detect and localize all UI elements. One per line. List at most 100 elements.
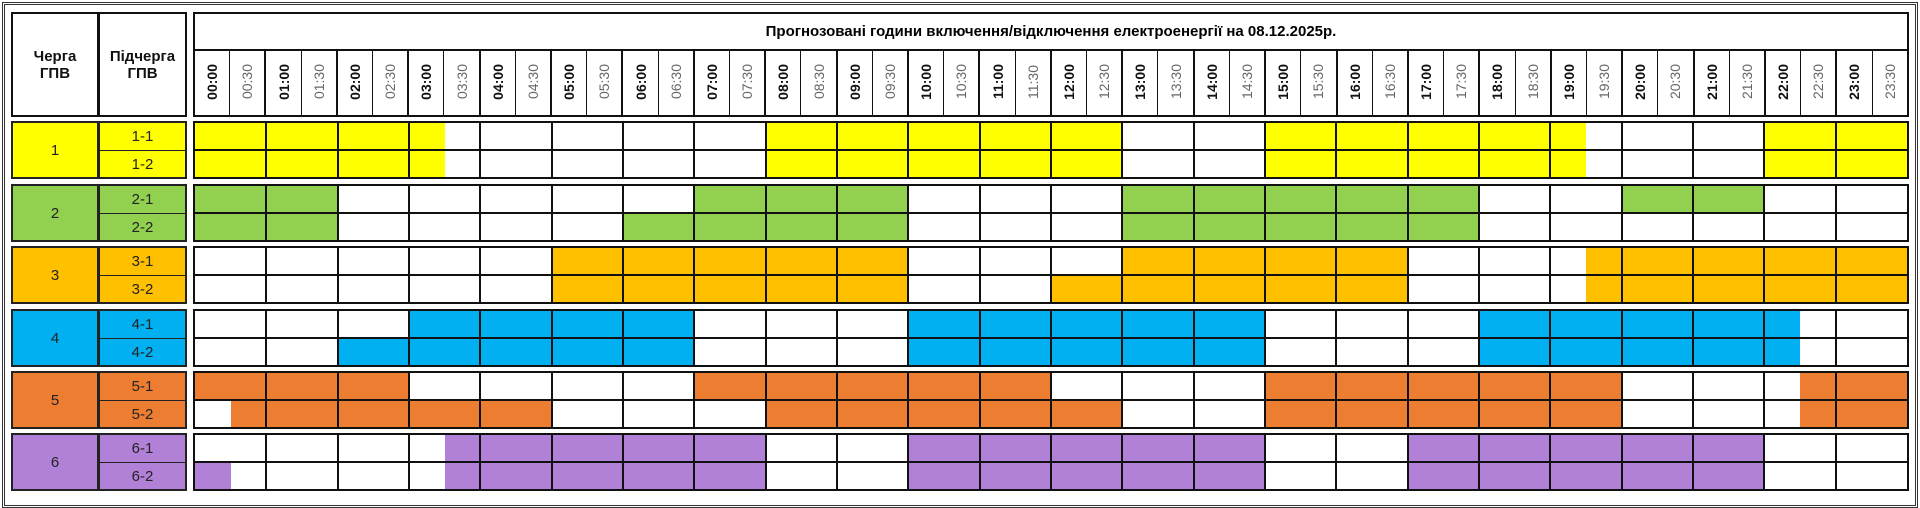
highlighted-interval — [908, 311, 1265, 338]
time-label-cell: 19:00 — [1549, 49, 1586, 115]
hour-cell-divider — [1121, 311, 1124, 338]
highlighted-interval — [1586, 275, 1907, 302]
hour-cell-divider — [1549, 462, 1552, 489]
time-label: 21:00 — [1703, 64, 1720, 100]
hour-cell-divider — [1549, 338, 1552, 365]
subqueue-label-1-2: 1-2 — [98, 150, 187, 179]
queue-label-6: 6 — [11, 433, 99, 491]
hour-cell-divider — [622, 186, 624, 213]
hour-cell-divider — [1549, 123, 1552, 150]
hour-cell-divider — [1121, 400, 1124, 427]
hour-cell-divider — [978, 123, 981, 150]
hour-cell-divider — [1192, 400, 1195, 427]
hour-cell-divider — [1549, 275, 1552, 302]
hour-cell-divider — [1264, 248, 1266, 275]
time-label-cell: 01:30 — [300, 49, 336, 115]
time-label: 22:00 — [1775, 64, 1792, 100]
hour-cell-divider — [1121, 275, 1124, 302]
time-label: 09:30 — [881, 64, 898, 100]
hour-cell-divider — [978, 275, 981, 302]
subqueue-label-2-2: 2-2 — [98, 213, 187, 242]
time-label: 18:30 — [1524, 64, 1541, 100]
highlighted-interval — [908, 435, 1265, 462]
schedule-title: Прогнозовані години включення/відключенн… — [195, 14, 1907, 51]
time-label-cell: 07:30 — [729, 49, 764, 115]
hour-cell-divider — [907, 311, 910, 338]
hour-cell-divider — [764, 400, 767, 427]
time-label: 14:30 — [1238, 64, 1255, 100]
hour-cell-divider — [1620, 123, 1623, 150]
hour-cell-divider — [1834, 213, 1837, 240]
hour-cell-divider — [1050, 275, 1052, 302]
time-label: 14:00 — [1203, 64, 1220, 100]
hour-cell-divider — [978, 400, 981, 427]
hour-cell-divider — [622, 213, 624, 240]
time-label: 03:00 — [418, 64, 435, 100]
hour-cell-divider — [1406, 400, 1409, 427]
hour-cell-divider — [1264, 400, 1266, 427]
hour-cell-divider — [693, 435, 696, 462]
time-label: 12:30 — [1096, 64, 1113, 100]
hour-cell-divider — [1549, 311, 1552, 338]
highlighted-interval — [1265, 123, 1586, 150]
hour-cell-divider — [1192, 435, 1195, 462]
hour-cell-divider — [907, 213, 910, 240]
hour-cell-divider — [622, 462, 624, 489]
hour-cell-divider — [836, 435, 838, 462]
hour-cell-divider — [836, 150, 838, 177]
hour-cell-divider — [836, 123, 838, 150]
hour-cell-divider — [1406, 462, 1409, 489]
hour-cell-divider — [1192, 123, 1195, 150]
highlighted-interval — [908, 338, 1265, 365]
hour-cell-divider — [1192, 373, 1195, 400]
highlighted-interval — [444, 462, 766, 489]
hour-cell-divider — [1406, 275, 1409, 302]
time-label: 04:00 — [489, 64, 506, 100]
hour-cell-divider — [693, 462, 696, 489]
subrow-divider — [195, 274, 1907, 276]
hour-cell-divider — [1478, 186, 1480, 213]
hour-cell-divider — [978, 213, 981, 240]
subqueue-label-6-2: 6-2 — [98, 462, 187, 491]
hour-cell-divider — [836, 248, 838, 275]
hour-cell-divider — [1620, 338, 1623, 365]
hour-cell-divider — [1264, 435, 1266, 462]
hour-cell-divider — [978, 311, 981, 338]
subqueue-label-5-1: 5-1 — [98, 371, 187, 401]
time-label-cell: 08:00 — [764, 49, 800, 115]
subrow-divider — [195, 461, 1907, 463]
time-label-cell: 08:30 — [800, 49, 835, 115]
hour-cell-divider — [1549, 373, 1552, 400]
time-label-cell: 23:00 — [1835, 49, 1871, 115]
hour-cell-divider — [1406, 338, 1409, 365]
hour-cell-divider — [1050, 311, 1052, 338]
hour-cell-divider — [1478, 400, 1480, 427]
hour-cell-divider — [764, 435, 767, 462]
hour-cell-divider — [1335, 150, 1338, 177]
hour-cell-divider — [479, 123, 482, 150]
hour-cell-divider — [550, 123, 553, 150]
time-label: 13:00 — [1132, 64, 1149, 100]
hour-cell-divider — [764, 373, 767, 400]
hour-cell-divider — [1406, 248, 1409, 275]
time-label: 09:00 — [846, 64, 863, 100]
hour-cell-divider — [1620, 373, 1623, 400]
highlighted-interval — [337, 338, 695, 365]
hour-cell-divider — [1620, 275, 1623, 302]
time-label: 02:30 — [382, 64, 399, 100]
hour-cell-divider — [550, 462, 553, 489]
time-label-cell: 06:30 — [657, 49, 693, 115]
hour-cell-divider — [550, 311, 553, 338]
hour-cell-divider — [336, 248, 339, 275]
queue-schedule-1 — [193, 121, 1909, 179]
time-label-cell: 22:00 — [1763, 49, 1800, 115]
hour-cell-divider — [1763, 435, 1766, 462]
hour-cell-divider — [764, 462, 767, 489]
hour-cell-divider — [1192, 248, 1195, 275]
time-label: 07:00 — [703, 64, 720, 100]
hour-cell-divider — [622, 150, 624, 177]
time-label: 01:00 — [275, 64, 292, 100]
highlighted-interval — [694, 373, 1051, 400]
hour-cell-divider — [1692, 338, 1694, 365]
hour-cell-divider — [1478, 275, 1480, 302]
